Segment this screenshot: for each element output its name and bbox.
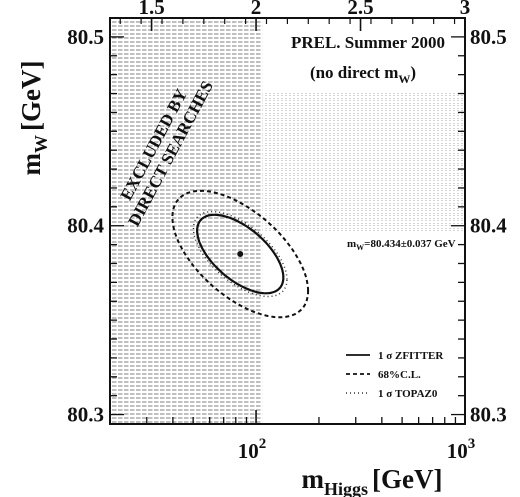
x-bottom-tick-labels: 102 103 xyxy=(238,436,475,463)
x-tick-label-top: 3 xyxy=(460,0,471,19)
mw-band-label: mW=80.434±0.037 GeV xyxy=(347,238,456,252)
y-tick-label-right: 80.4 xyxy=(470,214,507,238)
legend-label-68cl: 68%C.L. xyxy=(378,369,421,381)
x-axis-title: mHiggs [GeV] xyxy=(302,464,443,497)
legend: 1 σ ZFITTER 68%C.L. 1 σ TOPAZ0 xyxy=(346,350,444,400)
axis-ticks xyxy=(109,18,466,424)
mw-band xyxy=(262,91,465,232)
legend-label-topaz0: 1 σ TOPAZ0 xyxy=(378,388,438,400)
x-tick-label-bottom: 103 xyxy=(447,436,476,463)
y-tick-labels: 80.3 80.3 80.4 80.4 80.5 80.5 xyxy=(67,25,507,427)
y-tick-label-right: 80.5 xyxy=(470,25,507,49)
best-fit-point xyxy=(237,251,244,258)
legend-label-zfitter: 1 σ ZFITTER xyxy=(378,350,444,362)
x-top-tick-labels: 1.5 2 2.5 3 xyxy=(138,0,470,19)
y-tick-label-left: 80.3 xyxy=(67,403,104,427)
chart-subtitle: (no direct mW) xyxy=(310,63,416,86)
x-tick-label-top: 2 xyxy=(251,0,262,19)
y-axis-title: mW[GeV] xyxy=(16,61,51,176)
y-tick-label-right: 80.3 xyxy=(470,403,507,427)
contour-zfitter xyxy=(195,213,285,295)
y-tick-label-left: 80.4 xyxy=(67,214,104,238)
contour-68cl xyxy=(171,189,310,319)
contour-topaz0 xyxy=(192,210,288,298)
y-tick-label-left: 80.5 xyxy=(67,25,104,49)
x-tick-label-top: 2.5 xyxy=(347,0,373,19)
x-tick-label-top: 1.5 xyxy=(138,0,164,19)
chart-title: PREL. Summer 2000 xyxy=(291,33,445,52)
x-tick-label-bottom: 102 xyxy=(238,436,267,463)
